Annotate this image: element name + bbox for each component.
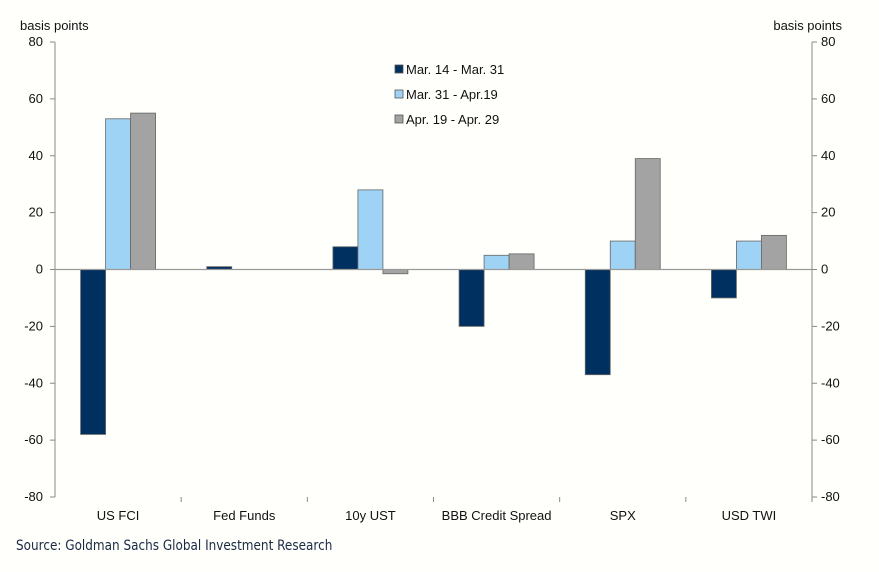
bar-1 (711, 269, 737, 299)
bar-2 (105, 118, 131, 270)
y-tick-label-right: 0 (821, 262, 828, 277)
bar-3 (634, 158, 661, 270)
y-tick-label-right: 80 (821, 34, 835, 49)
bar-2 (483, 254, 510, 270)
bar-3 (508, 253, 535, 270)
y-axis-label-left: basis points (20, 18, 89, 33)
y-tick-label-left: -80 (24, 489, 43, 504)
y-tick-label-right: -20 (821, 318, 840, 333)
y-tick-label-left: 20 (29, 205, 43, 220)
bar-1 (80, 269, 106, 435)
bar-1 (584, 269, 611, 376)
y-tick-label-right: 60 (821, 91, 835, 106)
source-note: Source: Goldman Sachs Global Investment … (16, 538, 333, 554)
x-tick-label: 10y UST (345, 508, 396, 523)
legend-label: Mar. 31 - Apr.19 (406, 87, 498, 102)
bar-1 (332, 246, 359, 270)
bar-2 (736, 240, 762, 270)
x-tick-label: US FCI (97, 508, 140, 523)
bar-2 (609, 240, 636, 270)
y-tick-label-left: -40 (24, 375, 43, 390)
y-tick-label-left: 60 (29, 91, 43, 106)
bar-3 (382, 269, 409, 275)
legend-swatch (394, 89, 404, 99)
y-tick-label-right: -60 (821, 432, 840, 447)
y-tick-label-right: 40 (821, 148, 835, 163)
legend-label: Mar. 14 - Mar. 31 (406, 62, 504, 77)
x-tick-label: BBB Credit Spread (442, 508, 552, 523)
y-tick-label-right: 20 (821, 205, 835, 220)
bar-3 (130, 112, 156, 270)
y-tick-label-left: 80 (29, 34, 43, 49)
y-tick-label-left: -20 (24, 318, 43, 333)
x-tick-label: SPX (610, 508, 636, 523)
y-tick-label-right: -80 (821, 489, 840, 504)
legend-label: Apr. 19 - Apr. 29 (406, 112, 499, 127)
x-tick-label: Fed Funds (213, 508, 276, 523)
legend-swatch (394, 64, 404, 74)
legend-swatch (394, 114, 404, 124)
y-tick-label-left: -60 (24, 432, 43, 447)
y-tick-label-right: -40 (821, 375, 840, 390)
x-tick-label: USD TWI (722, 508, 777, 523)
bar-2 (357, 189, 384, 270)
bar-3 (761, 234, 787, 270)
y-axis-label-right: basis points (773, 18, 842, 33)
bar-1 (458, 269, 485, 327)
y-tick-label-left: 40 (29, 148, 43, 163)
y-tick-label-left: 0 (36, 262, 43, 277)
